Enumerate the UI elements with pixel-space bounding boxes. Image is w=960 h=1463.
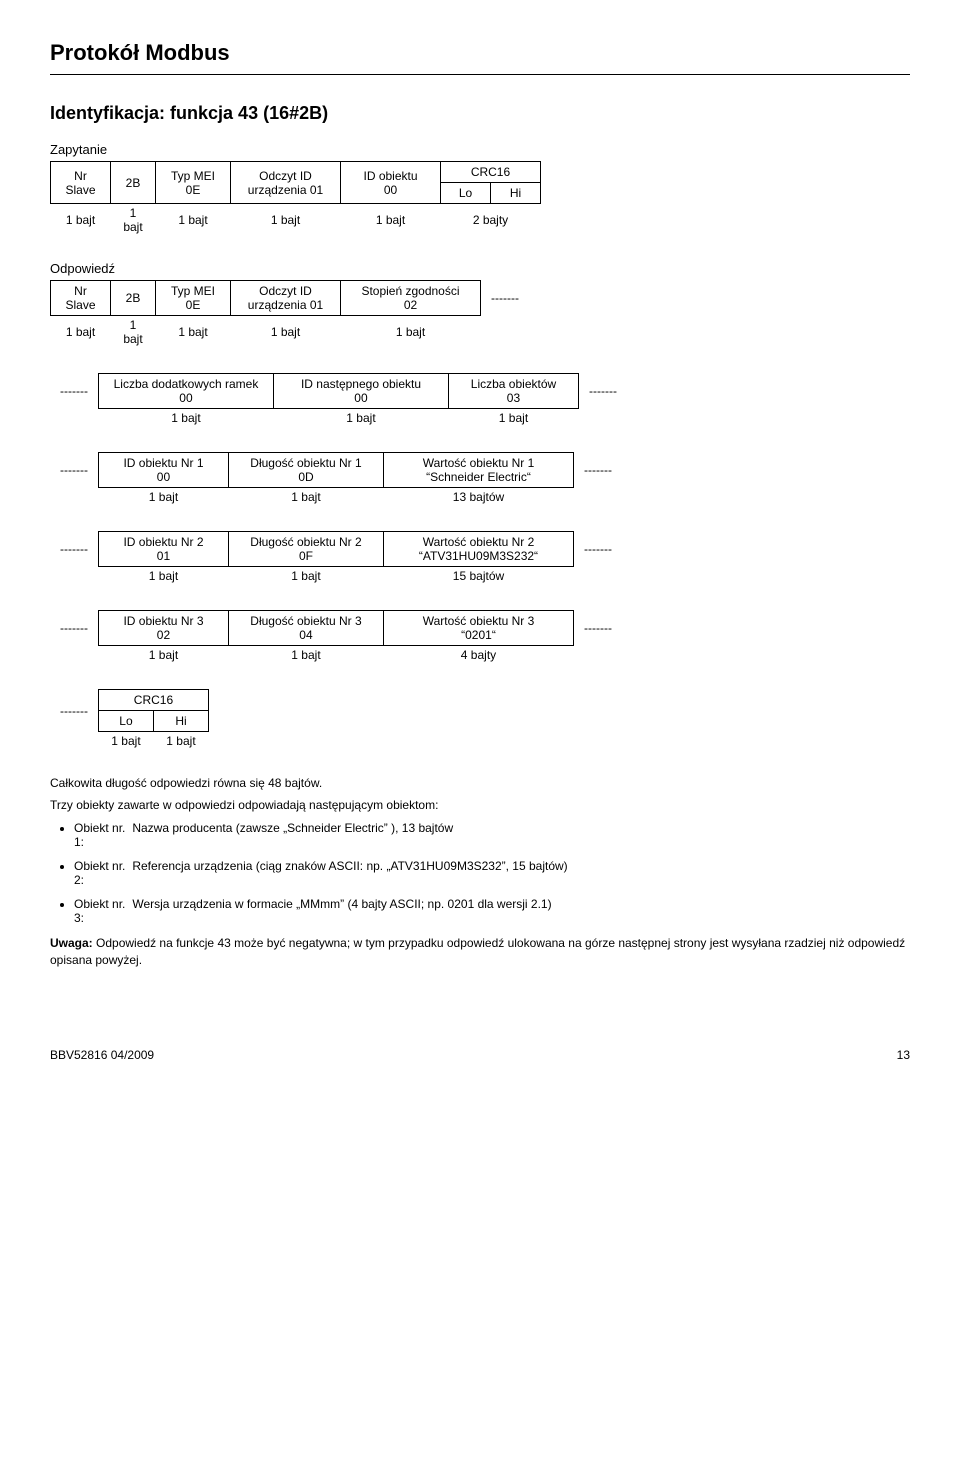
cell: Liczba dodatkowych ramek00 (98, 374, 273, 409)
continuation-dash: ------- (573, 611, 621, 646)
footer-left: BBV52816 04/2009 (50, 1048, 154, 1062)
foot: 1 bajt (153, 732, 208, 752)
cell: Lo (98, 711, 153, 732)
foot: 1 bajt (98, 409, 273, 429)
page-footer: BBV52816 04/2009 13 (50, 1048, 910, 1062)
request-label: Zapytanie (50, 142, 910, 157)
list-item: Obiekt nr. 1: Nazwa producenta (zawsze „… (74, 821, 910, 849)
note-paragraph: Uwaga: Odpowiedź na funkcje 43 może być … (50, 935, 910, 967)
object-key: Obiekt nr. 2: (74, 859, 129, 887)
foot: 4 bajty (383, 646, 573, 666)
foot: 13 bajtów (383, 488, 573, 508)
cell: ID obiektu00 (341, 162, 441, 204)
foot: 2 bajty (441, 204, 541, 238)
horizontal-rule (50, 74, 910, 75)
cell: Odczyt IDurządzenia 01 (231, 281, 341, 316)
foot: 1 bajt (448, 409, 578, 429)
cell: NrSlave (51, 281, 111, 316)
foot: 1 bajt (273, 409, 448, 429)
foot: 1 bajt (51, 204, 111, 238)
object-2-table: ------- ID obiektu Nr 201 Długość obiekt… (50, 531, 622, 586)
cell: 2B (111, 281, 156, 316)
continuation-dash: ------- (578, 374, 626, 409)
continuation-dash: ------- (50, 453, 98, 488)
list-item: Obiekt nr. 2: Referencja urządzenia (cią… (74, 859, 910, 887)
object-value: Referencja urządzenia (ciąg znaków ASCII… (132, 859, 872, 873)
paragraph-objects-intro: Trzy obiekty zawarte w odpowiedzi odpowi… (50, 797, 910, 813)
note-label: Uwaga: (50, 936, 93, 950)
object-key: Obiekt nr. 1: (74, 821, 129, 849)
note-text: Odpowiedź na funkcje 43 może być negatyw… (50, 936, 905, 966)
cell: 2B (111, 162, 156, 204)
continuation-dash: ------- (50, 374, 98, 409)
foot: 1 bajt (228, 488, 383, 508)
continuation-dash: ------- (573, 453, 621, 488)
object-1-table: ------- ID obiektu Nr 100 Długość obiekt… (50, 452, 622, 507)
continuation-dash: ------- (573, 532, 621, 567)
foot: 1 bajt (156, 316, 231, 350)
object-value: Nazwa producenta (zawsze „Schneider Elec… (132, 821, 872, 835)
response-table-b: ------- Liczba dodatkowych ramek00 ID na… (50, 373, 627, 428)
cell: Lo (441, 183, 491, 204)
cell: Odczyt IDurządzenia 01 (231, 162, 341, 204)
response-label: Odpowiedź (50, 261, 910, 276)
cell: Długość obiektu Nr 10D (228, 453, 383, 488)
cell: CRC16 (441, 162, 541, 183)
foot: 1 bajt (98, 646, 228, 666)
paragraph-total-length: Całkowita długość odpowiedzi równa się 4… (50, 775, 910, 791)
page-title: Protokół Modbus (50, 40, 910, 66)
cell: Hi (153, 711, 208, 732)
foot: 1 bajt (98, 732, 153, 752)
list-item: Obiekt nr. 3: Wersja urządzenia w formac… (74, 897, 910, 925)
foot: 1 bajt (156, 204, 231, 238)
foot: 1 bajt (341, 316, 481, 350)
cell: Wartość obiektu Nr 2“ATV31HU09M3S232“ (383, 532, 573, 567)
foot: 1 bajt (98, 567, 228, 587)
cell: ID następnego obiektu00 (273, 374, 448, 409)
foot: 1 bajt (231, 316, 341, 350)
continuation-dash: ------- (50, 611, 98, 646)
foot: 1 bajt (231, 204, 341, 238)
continuation-dash: ------- (50, 690, 98, 732)
continuation-dash: ------- (50, 532, 98, 567)
cell: Wartość obiektu Nr 1“Schneider Electric“ (383, 453, 573, 488)
foot: 1 bajt (341, 204, 441, 238)
foot: 15 bajtów (383, 567, 573, 587)
continuation-dash: ------- (481, 281, 529, 316)
cell: ID obiektu Nr 100 (98, 453, 228, 488)
foot: 1 bajt (51, 316, 111, 350)
foot: 1 bajt (111, 316, 156, 350)
cell: CRC16 (98, 690, 208, 711)
crc-tail-table: ------- CRC16 Lo Hi 1 bajt 1 bajt (50, 689, 209, 751)
objects-list: Obiekt nr. 1: Nazwa producenta (zawsze „… (50, 821, 910, 925)
response-table-a: NrSlave 2B Typ MEI0E Odczyt IDurządzenia… (50, 280, 529, 349)
cell: Wartość obiektu Nr 3“0201“ (383, 611, 573, 646)
cell: Liczba obiektów03 (448, 374, 578, 409)
cell: Stopień zgodności02 (341, 281, 481, 316)
foot: 1 bajt (228, 567, 383, 587)
cell: NrSlave (51, 162, 111, 204)
cell: Hi (491, 183, 541, 204)
foot: 1 bajt (111, 204, 156, 238)
footer-right: 13 (897, 1048, 910, 1062)
cell: Długość obiektu Nr 20F (228, 532, 383, 567)
cell: ID obiektu Nr 201 (98, 532, 228, 567)
cell: Długość obiektu Nr 304 (228, 611, 383, 646)
request-table: NrSlave 2B Typ MEI0E Odczyt IDurządzenia… (50, 161, 541, 237)
cell: ID obiektu Nr 302 (98, 611, 228, 646)
foot: 1 bajt (98, 488, 228, 508)
object-3-table: ------- ID obiektu Nr 302 Długość obiekt… (50, 610, 622, 665)
cell: Typ MEI0E (156, 162, 231, 204)
section-subtitle: Identyfikacja: funkcja 43 (16#2B) (50, 103, 910, 124)
cell: Typ MEI0E (156, 281, 231, 316)
object-key: Obiekt nr. 3: (74, 897, 129, 925)
foot: 1 bajt (228, 646, 383, 666)
object-value: Wersja urządzenia w formacie „MMmm” (4 b… (132, 897, 872, 911)
